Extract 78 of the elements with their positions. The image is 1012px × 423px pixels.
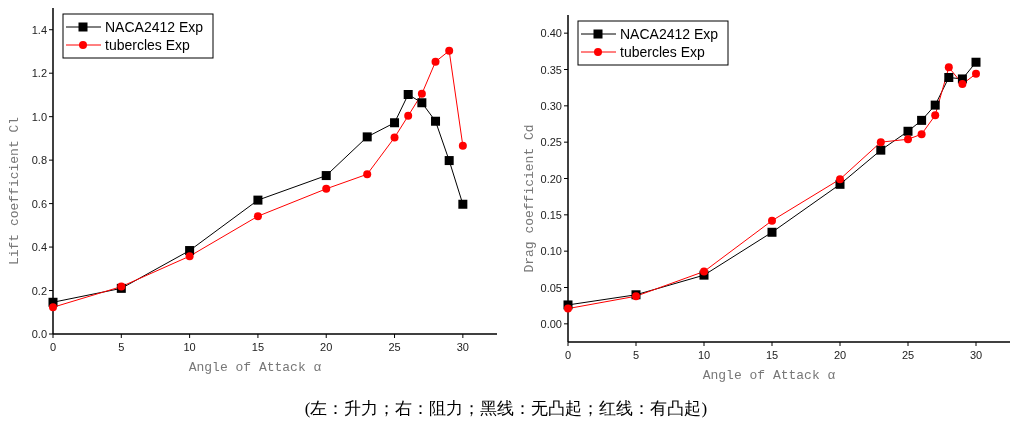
text: (左：升力；右：阻力；黑线：无凸起；红线：有凸起) bbox=[304, 399, 708, 418]
point bbox=[445, 46, 454, 55]
point bbox=[917, 130, 926, 139]
y-tick-label: 0.05 bbox=[540, 281, 562, 294]
point bbox=[431, 116, 441, 126]
x-tick-label: 15 bbox=[251, 341, 265, 353]
x-tick-label: 10 bbox=[697, 349, 711, 361]
point bbox=[49, 303, 57, 312]
point bbox=[431, 57, 440, 66]
point bbox=[767, 227, 777, 237]
point bbox=[876, 145, 886, 155]
point bbox=[564, 304, 572, 313]
y-tick-label: 0.30 bbox=[540, 99, 562, 112]
legend-label: tubercles Exp bbox=[105, 37, 191, 53]
x-tick-label: 20 bbox=[320, 341, 333, 353]
legend-label: NACA2412 Exp bbox=[105, 19, 204, 35]
y-tick-label: 0.4 bbox=[31, 241, 47, 254]
point bbox=[363, 170, 372, 179]
y-tick-label: 0.35 bbox=[540, 63, 562, 76]
point bbox=[322, 184, 331, 193]
y-tick-label: 1.4 bbox=[31, 23, 47, 36]
y-axis-title: Drag coefficient Cd bbox=[522, 124, 537, 273]
point bbox=[944, 63, 953, 72]
point bbox=[390, 133, 399, 142]
x-tick-label: 15 bbox=[765, 349, 779, 361]
point bbox=[458, 141, 467, 150]
point bbox=[417, 98, 427, 108]
legend-label: tubercles Exp bbox=[620, 44, 706, 60]
x-tick-label: 30 bbox=[456, 341, 469, 353]
y-axis-title: Lift coefficient Cl bbox=[7, 116, 22, 266]
point bbox=[972, 69, 980, 78]
point bbox=[930, 100, 940, 110]
point bbox=[917, 115, 927, 125]
point bbox=[971, 57, 981, 67]
x-tick-label: 5 bbox=[632, 349, 640, 361]
x-tick-label: 10 bbox=[183, 341, 196, 353]
point bbox=[253, 195, 263, 205]
y-tick-label: 0.2 bbox=[31, 284, 47, 297]
point bbox=[444, 156, 454, 166]
y-tick-label: 0.0 bbox=[31, 328, 47, 340]
x-tick-label: 20 bbox=[833, 349, 847, 361]
point bbox=[944, 72, 954, 82]
point bbox=[904, 135, 912, 144]
point bbox=[403, 90, 413, 99]
y-tick-label: 0.10 bbox=[540, 245, 562, 258]
point bbox=[390, 118, 400, 128]
point bbox=[253, 212, 262, 221]
point bbox=[404, 111, 413, 120]
x-tick-label: 5 bbox=[118, 341, 125, 353]
point bbox=[185, 252, 194, 261]
x-tick-label: 25 bbox=[901, 349, 915, 361]
point bbox=[931, 111, 940, 120]
point bbox=[458, 199, 468, 209]
y-tick-label: 0.25 bbox=[540, 136, 562, 149]
point bbox=[321, 171, 331, 181]
x-tick-label: 0 bbox=[564, 349, 572, 361]
y-tick-label: 1.0 bbox=[31, 110, 47, 123]
point bbox=[876, 138, 885, 147]
point bbox=[836, 175, 844, 184]
y-tick-label: 0.00 bbox=[540, 317, 562, 330]
y-tick-label: 0.8 bbox=[31, 154, 47, 167]
point bbox=[362, 132, 372, 142]
x-tick-label: 30 bbox=[969, 349, 983, 361]
y-tick-label: 0.40 bbox=[540, 27, 562, 40]
y-tick-label: 0.15 bbox=[540, 208, 562, 221]
x-axis-title: Angle of Attack α bbox=[702, 368, 836, 383]
point bbox=[700, 267, 708, 276]
y-tick-label: 0.6 bbox=[31, 197, 47, 210]
point bbox=[903, 126, 913, 136]
x-axis-title: Angle of Attack α bbox=[188, 360, 322, 375]
x-tick-label: 25 bbox=[388, 341, 401, 353]
point bbox=[958, 80, 967, 89]
y-tick-label: 0.20 bbox=[540, 172, 562, 185]
legend-label: NACA2412 Exp bbox=[620, 26, 719, 42]
x-tick-label: 0 bbox=[49, 341, 57, 353]
point bbox=[768, 216, 776, 225]
y-tick-label: 1.2 bbox=[31, 67, 47, 80]
point bbox=[417, 89, 426, 98]
